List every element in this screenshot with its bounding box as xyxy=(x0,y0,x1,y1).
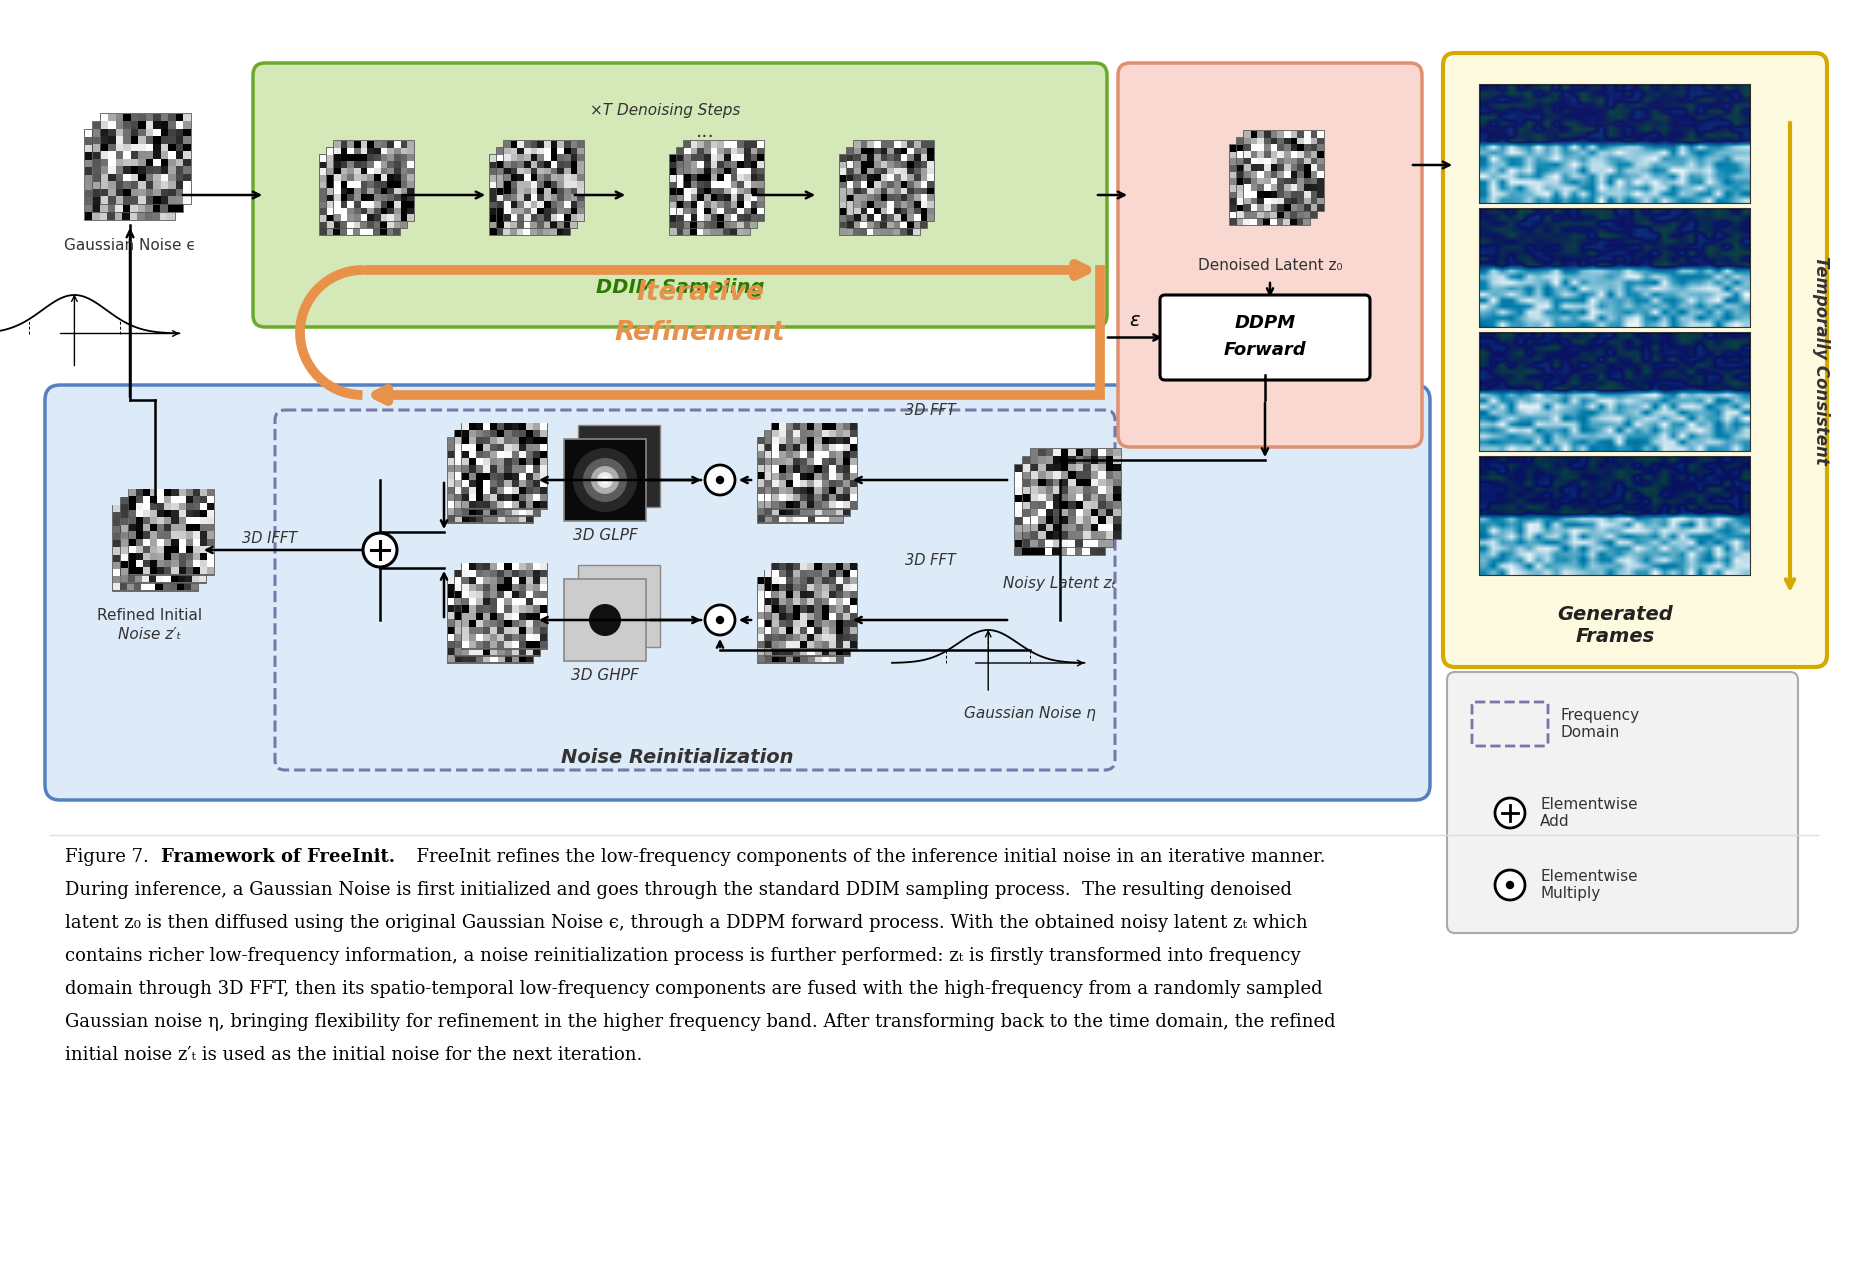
Circle shape xyxy=(704,465,734,495)
Bar xyxy=(1479,333,1750,451)
FancyBboxPatch shape xyxy=(1442,53,1827,667)
Bar xyxy=(684,141,764,222)
Bar xyxy=(112,505,198,590)
Circle shape xyxy=(590,466,618,494)
Bar xyxy=(1244,130,1324,211)
Circle shape xyxy=(704,605,734,636)
Bar xyxy=(564,579,646,661)
Bar xyxy=(1479,209,1750,327)
Text: During inference, a Gaussian Noise is first initialized and goes through the sta: During inference, a Gaussian Noise is fi… xyxy=(65,881,1293,899)
Bar xyxy=(764,571,850,656)
FancyBboxPatch shape xyxy=(577,425,659,506)
Bar xyxy=(319,154,400,235)
Text: ...: ... xyxy=(695,122,714,141)
Bar xyxy=(771,563,857,648)
Circle shape xyxy=(1494,870,1524,900)
Text: domain through 3D FFT, then its spatio-temporal low-frequency components are fus: domain through 3D FFT, then its spatio-t… xyxy=(65,980,1323,998)
Bar xyxy=(454,430,540,515)
FancyBboxPatch shape xyxy=(577,565,659,647)
Text: initial noise z′ₜ is used as the initial noise for the next iteration.: initial noise z′ₜ is used as the initial… xyxy=(65,1046,643,1063)
FancyBboxPatch shape xyxy=(1160,295,1369,380)
Circle shape xyxy=(1506,881,1515,889)
Circle shape xyxy=(1494,798,1524,828)
Bar xyxy=(854,141,934,222)
Circle shape xyxy=(588,604,620,636)
Bar xyxy=(1479,457,1750,575)
Text: Temporally Consistent: Temporally Consistent xyxy=(1812,256,1831,465)
Text: FreeInit refines the low-frequency components of the inference initial noise in : FreeInit refines the low-frequency compo… xyxy=(405,848,1326,866)
Circle shape xyxy=(601,476,609,484)
Bar xyxy=(497,148,577,228)
Text: Noise Reinitialization: Noise Reinitialization xyxy=(560,748,794,767)
Bar xyxy=(564,439,646,522)
Bar xyxy=(461,563,547,648)
Bar xyxy=(454,571,540,656)
Text: ×T Denoising Steps: ×T Denoising Steps xyxy=(590,103,740,118)
Bar xyxy=(129,490,213,575)
Bar xyxy=(448,438,532,523)
Bar xyxy=(327,148,407,228)
Text: 3D IFFT: 3D IFFT xyxy=(243,530,297,546)
Text: $\epsilon$: $\epsilon$ xyxy=(1128,310,1141,329)
Text: 3D FFT: 3D FFT xyxy=(904,403,955,418)
Text: contains richer low-frequency information, a noise reinitialization process is f: contains richer low-frequency informatio… xyxy=(65,947,1300,965)
Text: Elementwise
Add: Elementwise Add xyxy=(1539,796,1638,829)
Text: Gaussian Noise η: Gaussian Noise η xyxy=(964,706,1097,722)
Text: Generated
Frames: Generated Frames xyxy=(1558,604,1674,646)
Text: Denoised Latent z₀: Denoised Latent z₀ xyxy=(1197,258,1343,273)
Text: Iterative: Iterative xyxy=(637,280,764,306)
Text: Noise z′ₜ: Noise z′ₜ xyxy=(118,627,181,642)
Bar xyxy=(504,141,585,222)
Bar xyxy=(764,430,850,515)
FancyBboxPatch shape xyxy=(1119,63,1422,447)
Bar xyxy=(758,577,842,662)
Bar xyxy=(448,577,532,662)
Bar xyxy=(489,154,570,235)
Text: Refinement: Refinement xyxy=(615,320,785,346)
Bar xyxy=(1014,465,1106,555)
Bar xyxy=(1237,138,1317,218)
Bar xyxy=(93,122,183,211)
Bar xyxy=(1031,449,1121,539)
Bar xyxy=(841,154,921,235)
Circle shape xyxy=(715,476,725,484)
Bar xyxy=(771,424,857,509)
Bar xyxy=(671,154,749,235)
Bar xyxy=(334,141,415,222)
Text: DDIM Sampling: DDIM Sampling xyxy=(596,279,764,298)
Bar xyxy=(1229,146,1309,225)
Bar xyxy=(461,424,547,509)
Circle shape xyxy=(573,448,637,511)
Text: Refined Initial: Refined Initial xyxy=(97,608,202,623)
Text: 3D FFT: 3D FFT xyxy=(904,553,955,568)
Bar xyxy=(1024,457,1113,547)
Text: Gaussian noise η, bringing flexibility for refinement in the higher frequency ba: Gaussian noise η, bringing flexibility f… xyxy=(65,1013,1336,1031)
Text: Forward: Forward xyxy=(1224,341,1306,360)
Bar xyxy=(121,498,205,582)
Circle shape xyxy=(598,472,613,487)
Text: 3D GHPF: 3D GHPF xyxy=(572,668,639,682)
Text: latent z₀ is then diffused using the original Gaussian Noise ϵ, through a DDPM f: latent z₀ is then diffused using the ori… xyxy=(65,914,1308,932)
Bar xyxy=(676,148,757,228)
Bar xyxy=(86,130,176,220)
Circle shape xyxy=(715,615,725,624)
Bar xyxy=(846,148,927,228)
Bar xyxy=(101,114,191,204)
Text: Framework of FreeInit.: Framework of FreeInit. xyxy=(161,848,396,866)
Bar xyxy=(758,438,842,523)
Text: Elementwise
Multiply: Elementwise Multiply xyxy=(1539,868,1638,901)
FancyBboxPatch shape xyxy=(1448,672,1799,933)
Text: Gaussian Noise ϵ: Gaussian Noise ϵ xyxy=(64,238,196,253)
Circle shape xyxy=(583,458,628,503)
FancyBboxPatch shape xyxy=(252,63,1108,327)
Text: Noisy Latent zₜ: Noisy Latent zₜ xyxy=(1003,576,1117,591)
Text: DDPM: DDPM xyxy=(1235,314,1296,332)
Bar xyxy=(1479,85,1750,203)
Text: Frequency
Domain: Frequency Domain xyxy=(1560,708,1638,741)
Circle shape xyxy=(362,533,398,567)
FancyBboxPatch shape xyxy=(45,385,1431,800)
Text: Figure 7.: Figure 7. xyxy=(65,848,161,866)
Text: 3D GLPF: 3D GLPF xyxy=(573,528,637,543)
